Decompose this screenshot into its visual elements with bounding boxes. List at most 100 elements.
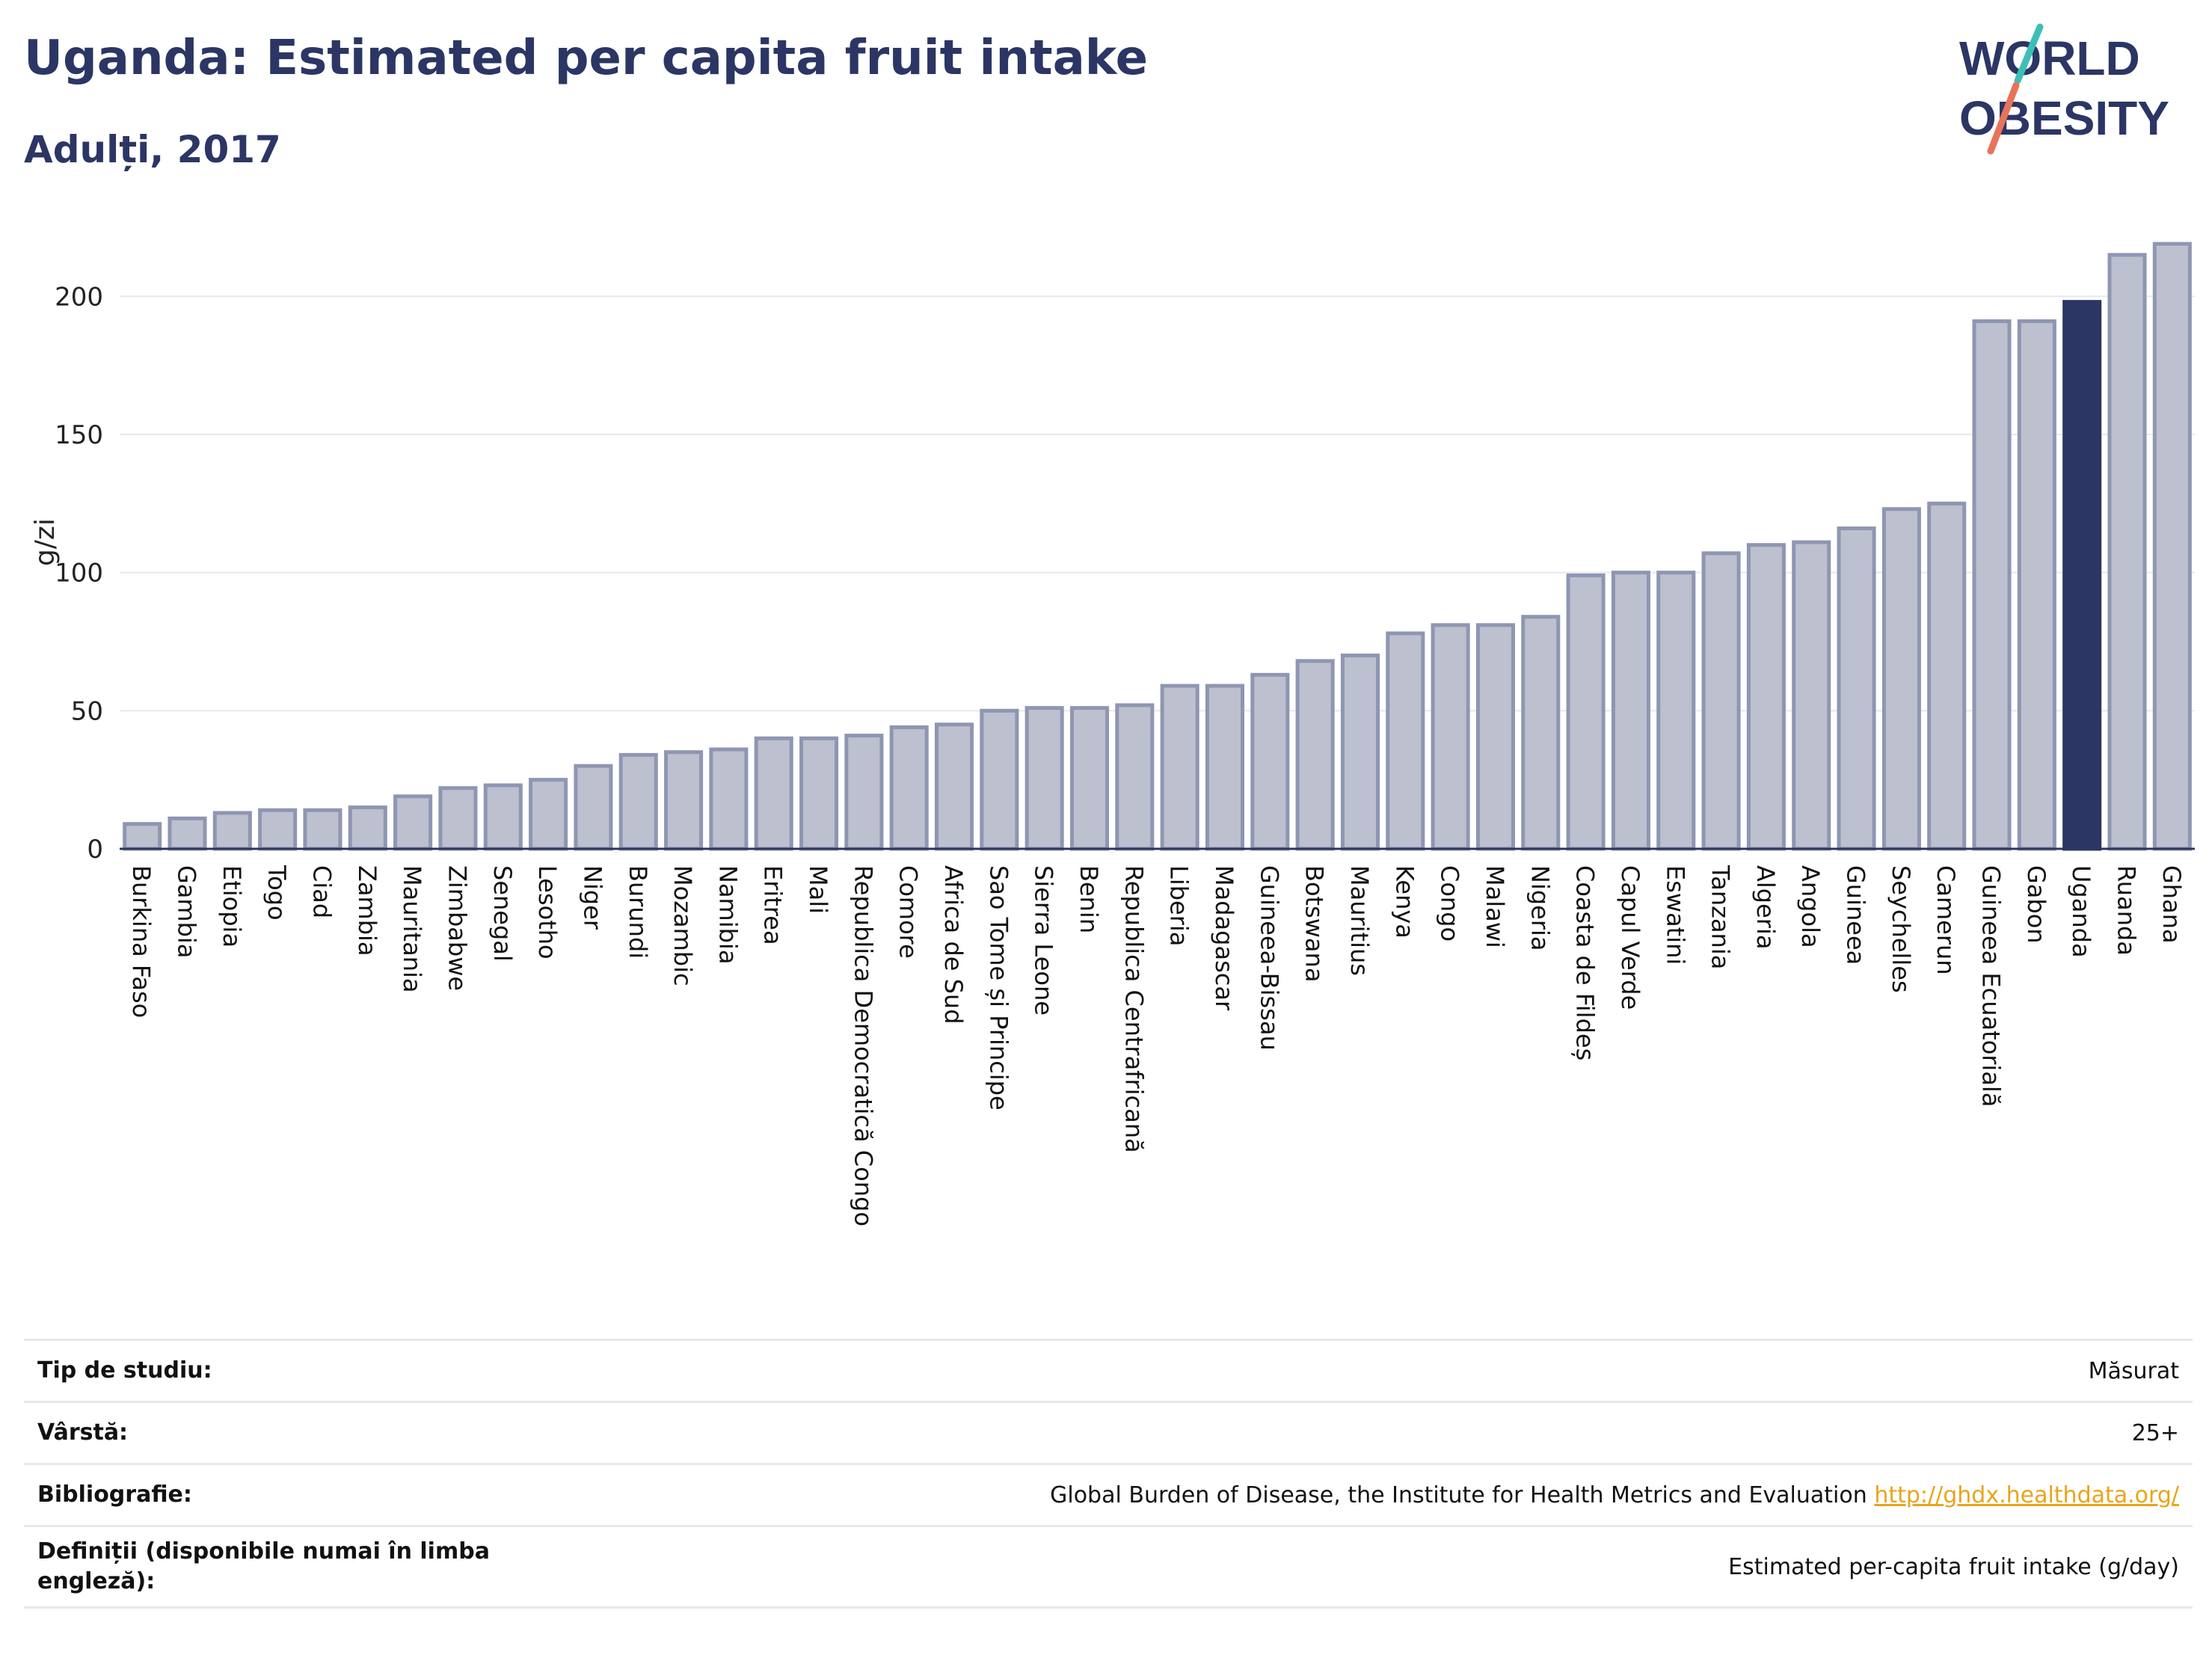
bar bbox=[574, 764, 613, 851]
bar bbox=[1881, 507, 1921, 851]
info-row-study-type: Tip de studiu: Măsurat bbox=[24, 1339, 2193, 1401]
info-label: Bibliografie: bbox=[37, 1481, 192, 1508]
x-tick-label: Republica Centrafricană bbox=[1119, 865, 1148, 1153]
bar bbox=[1746, 543, 1786, 851]
y-tick-label: 150 bbox=[55, 420, 103, 450]
bar bbox=[980, 708, 1019, 851]
bar bbox=[889, 725, 929, 851]
x-tick-label: Liberia bbox=[1165, 865, 1193, 946]
page-subtitle: Adulți, 2017 bbox=[24, 128, 281, 171]
x-tick-label: Congo bbox=[1436, 865, 1464, 942]
x-tick-label: Malawi bbox=[1481, 865, 1509, 948]
info-value: Global Burden of Disease, the Institute … bbox=[1050, 1482, 2179, 1508]
info-label: Definiții (disponibile numai în limba en… bbox=[37, 1538, 490, 1595]
x-tick-label: Madagascar bbox=[1210, 865, 1238, 1011]
bar bbox=[2152, 242, 2192, 851]
info-label: Tip de studiu: bbox=[37, 1357, 212, 1384]
x-tick-label: Togo bbox=[262, 865, 291, 921]
x-tick-label: Etiopia bbox=[218, 865, 246, 948]
bar bbox=[529, 778, 568, 851]
bar bbox=[1160, 684, 1199, 851]
bar bbox=[664, 750, 704, 851]
x-tick-label: Camerun bbox=[1932, 865, 1960, 975]
x-tick-label: Sao Tome și Principe bbox=[984, 865, 1013, 1111]
bar bbox=[438, 786, 478, 851]
x-tick-label: Botswana bbox=[1300, 865, 1329, 982]
info-value: 25+ bbox=[2131, 1419, 2179, 1446]
bar bbox=[258, 808, 298, 851]
bar bbox=[393, 794, 433, 851]
x-tick-label: Coasta de Fildeș bbox=[1571, 865, 1600, 1060]
bar bbox=[348, 805, 387, 851]
x-tick-label: Senegal bbox=[488, 865, 517, 962]
bar bbox=[1069, 706, 1110, 851]
x-tick-label: Ghana bbox=[2157, 865, 2186, 944]
bar bbox=[2017, 319, 2056, 851]
bar bbox=[483, 783, 523, 851]
x-tick-label: Eswatini bbox=[1661, 865, 1689, 965]
y-tick-label: 0 bbox=[87, 835, 103, 865]
x-tick-label: Benin bbox=[1075, 865, 1103, 933]
x-tick-label: Ruanda bbox=[2113, 865, 2141, 956]
bar bbox=[754, 736, 793, 851]
x-tick-label: Guineea Ecuatorială bbox=[1977, 865, 2006, 1107]
x-tick-label: Zambia bbox=[353, 865, 381, 957]
bar bbox=[618, 752, 658, 851]
x-tick-label: Uganda bbox=[2067, 865, 2095, 958]
bar bbox=[844, 734, 884, 851]
info-row-age: Vârstă: 25+ bbox=[24, 1401, 2193, 1463]
x-tick-label: Mali bbox=[804, 865, 832, 914]
bar bbox=[1431, 623, 1470, 851]
world-obesity-logo[interactable]: WORLD OBESITY bbox=[1952, 22, 2206, 165]
x-tick-label: Tanzania bbox=[1706, 865, 1735, 969]
x-tick-label: Mauritania bbox=[398, 865, 426, 992]
bar bbox=[1295, 659, 1335, 851]
info-value: Estimated per-capita fruit intake (g/day… bbox=[1728, 1553, 2179, 1580]
y-axis-label: g/zi bbox=[30, 518, 61, 566]
bar bbox=[1701, 551, 1741, 851]
x-tick-label: Africa de Sud bbox=[939, 865, 968, 1025]
x-tick-label: Angola bbox=[1796, 865, 1825, 948]
x-tick-label: Gabon bbox=[2022, 865, 2050, 944]
bar bbox=[1024, 706, 1064, 851]
bibliography-link[interactable]: http://ghdx.healthdata.org/ bbox=[1874, 1481, 2179, 1508]
info-row-bibliography: Bibliografie: Global Burden of Disease, … bbox=[24, 1463, 2193, 1525]
x-tick-label: Ciad bbox=[307, 865, 336, 918]
bar-chart: 0 50 100 150 200 g/zi Burkina Faso Gambia Etiopi… bbox=[30, 242, 2195, 1226]
logo-slash-coral bbox=[1987, 82, 2020, 155]
x-tick-label: Burundi bbox=[624, 865, 652, 959]
bar bbox=[1521, 615, 1561, 851]
bar bbox=[709, 747, 749, 851]
bar bbox=[1656, 571, 1696, 851]
x-tick-label: Mozambic bbox=[669, 865, 697, 986]
x-tick-label: Guineea-Bissau bbox=[1255, 865, 1283, 1051]
bar bbox=[123, 822, 162, 851]
y-tick-label: 50 bbox=[71, 696, 103, 726]
x-tick-label: Burkina Faso bbox=[127, 865, 156, 1018]
bar bbox=[168, 816, 207, 851]
bar bbox=[303, 808, 342, 851]
bar bbox=[1927, 501, 1967, 851]
bar bbox=[1475, 623, 1515, 851]
bar bbox=[2107, 253, 2147, 851]
bar bbox=[935, 722, 974, 851]
x-tick-label: Algeria bbox=[1751, 865, 1780, 949]
x-tick-label: Capul Verde bbox=[1616, 865, 1644, 1010]
x-tick-label: Mauritius bbox=[1345, 865, 1374, 976]
bar bbox=[212, 811, 252, 851]
info-row-definitions: Definiții (disponibile numai în limba en… bbox=[24, 1525, 2193, 1609]
x-tick-label: Kenya bbox=[1390, 865, 1419, 939]
bar bbox=[1792, 540, 1831, 851]
x-tick-label: Lesotho bbox=[533, 865, 562, 959]
bar bbox=[799, 736, 839, 851]
bar bbox=[1205, 684, 1245, 851]
info-value: Măsurat bbox=[2088, 1357, 2179, 1384]
page-title: Uganda: Estimated per capita fruit intak… bbox=[24, 31, 1149, 86]
x-tick-label: Nigeria bbox=[1526, 865, 1554, 951]
x-tick-label: Eritrea bbox=[759, 865, 787, 945]
bar bbox=[1250, 672, 1290, 851]
bar bbox=[1386, 631, 1425, 851]
x-tick-label: Guineea bbox=[1842, 865, 1870, 965]
bar bbox=[1566, 573, 1606, 851]
y-tick-label: 200 bbox=[55, 282, 103, 312]
